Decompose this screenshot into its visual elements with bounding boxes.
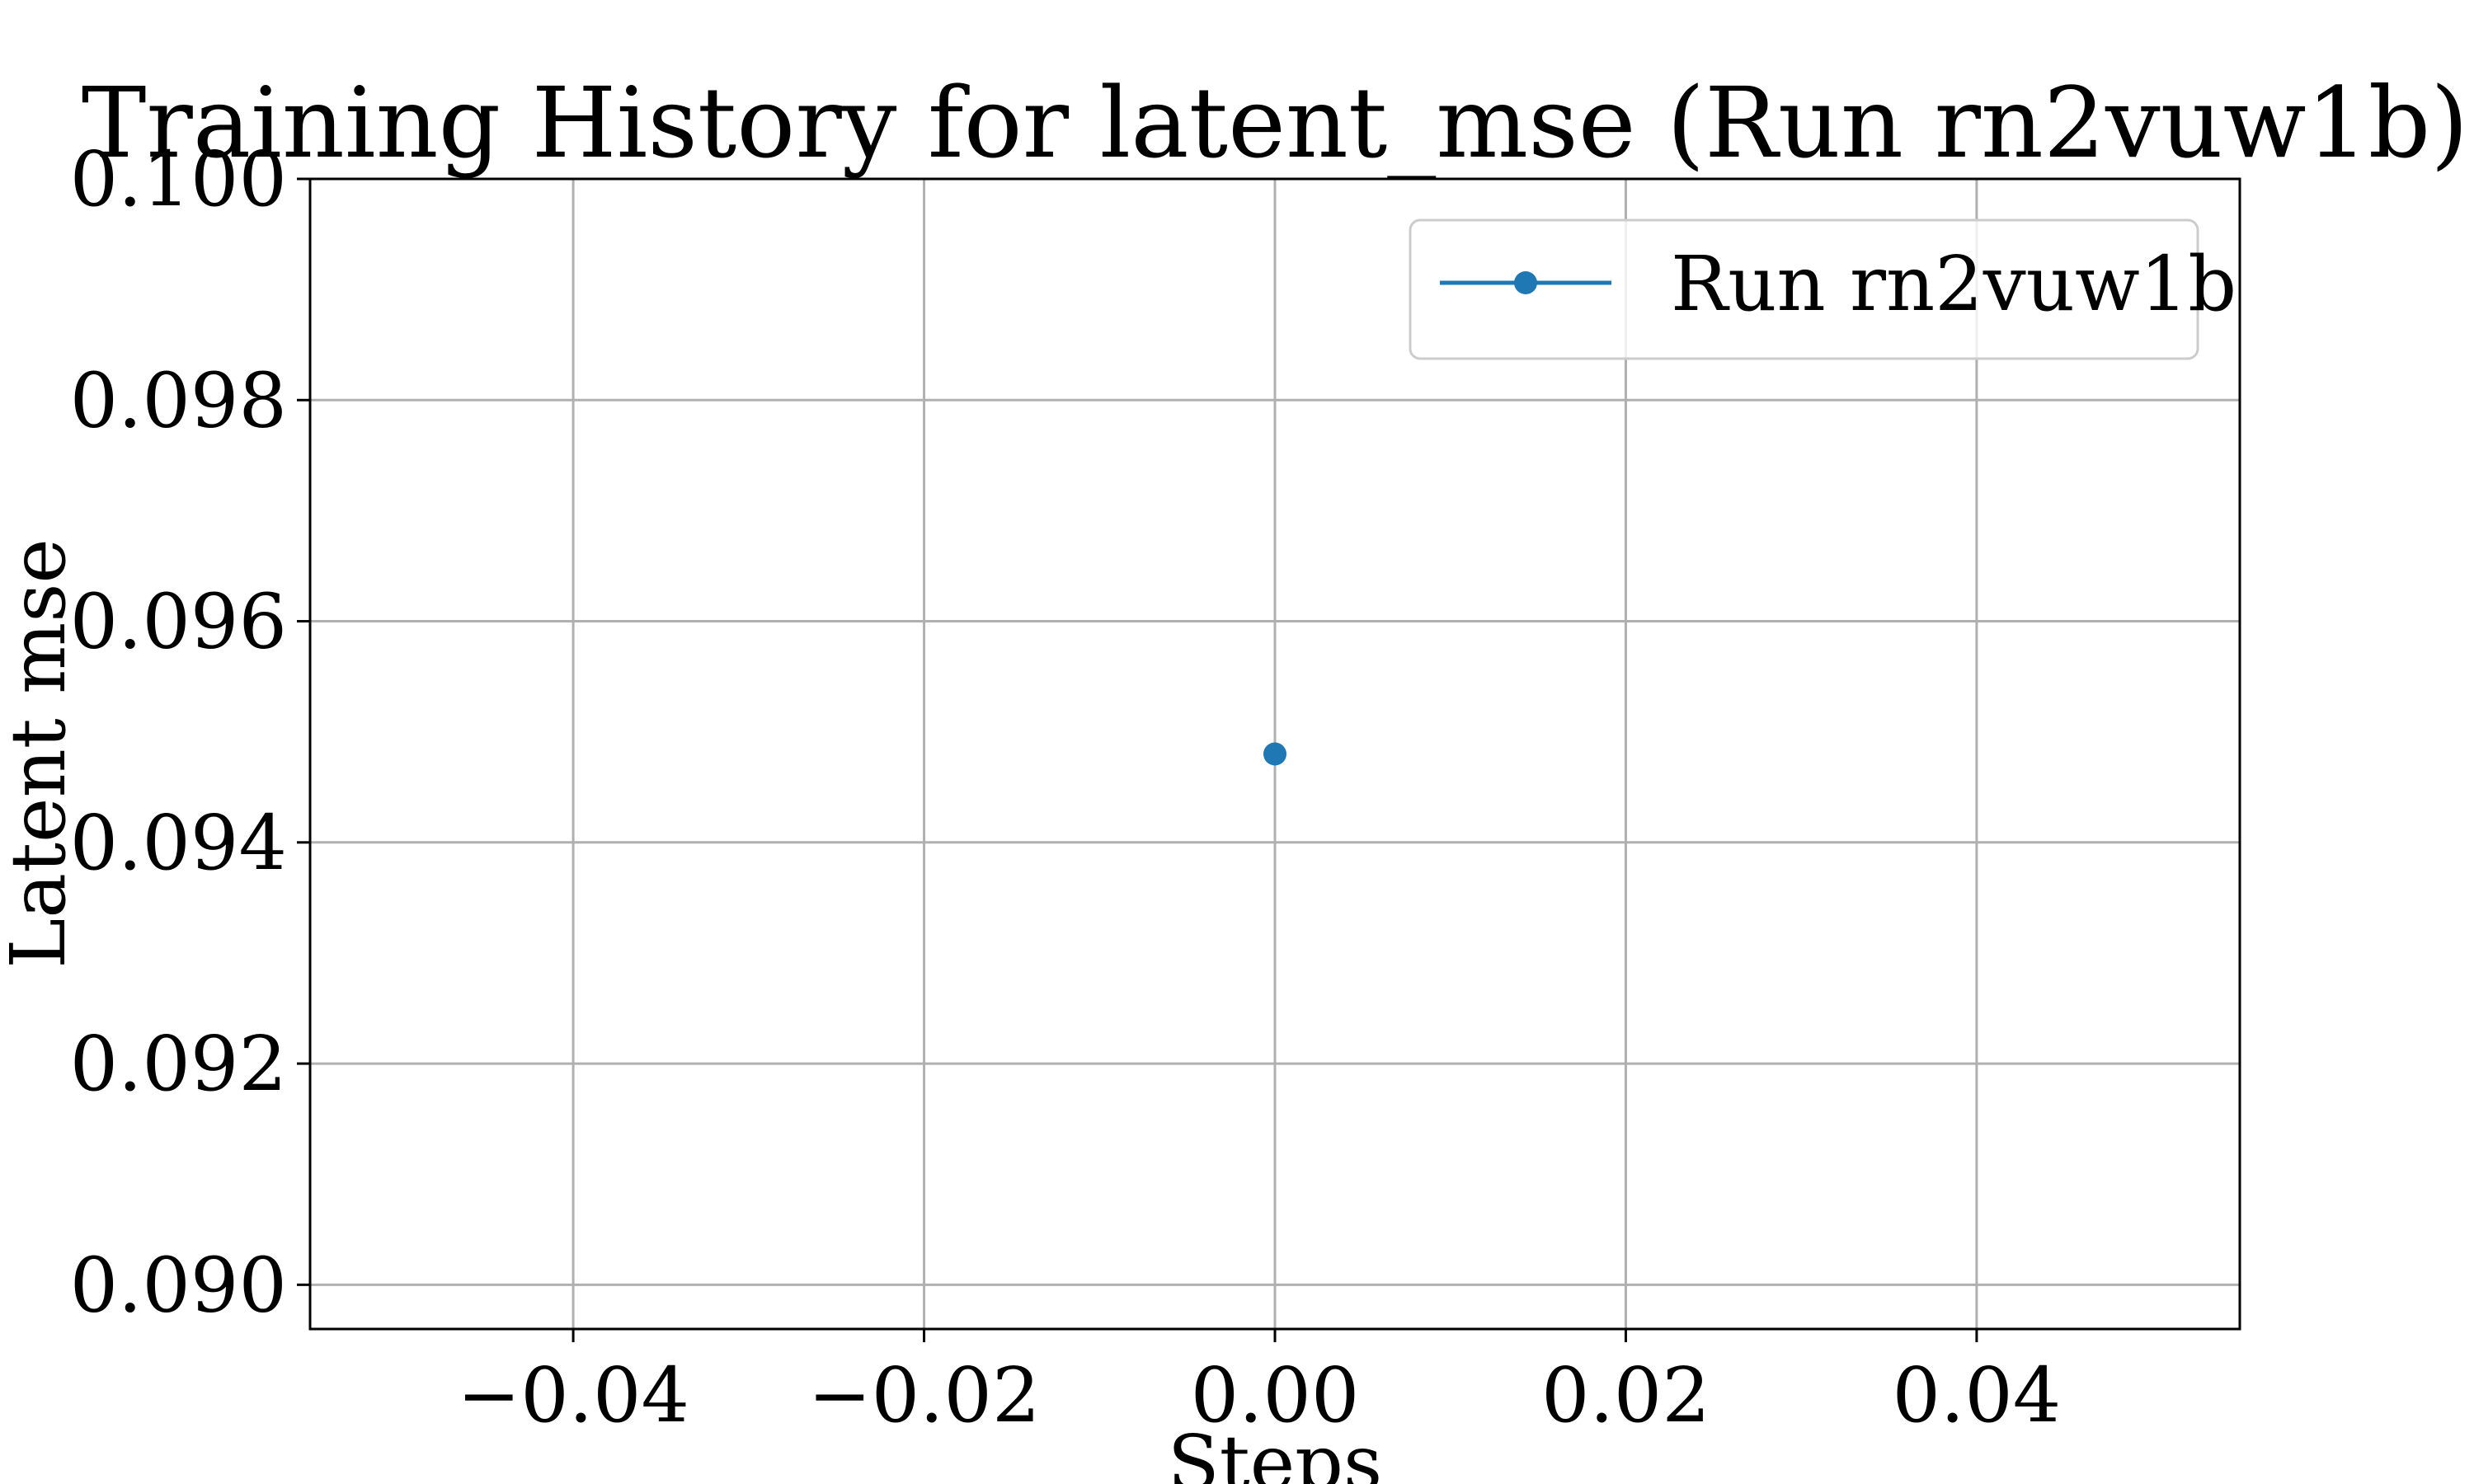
x-tick-label: −0.04: [457, 1351, 689, 1439]
y-axis-label: Latent mse: [0, 538, 82, 969]
y-tick-label: 0.100: [70, 135, 287, 223]
x-tick-label: −0.02: [808, 1351, 1041, 1439]
legend-box: [1409, 218, 2199, 360]
x-tick-label: 0.00: [1191, 1351, 1360, 1439]
series-layer: [1263, 742, 1286, 766]
legend-marker-swatch: [1514, 271, 1537, 294]
ticks: −0.04 −0.02 0.00 0.02 0.04 0.090 0.092 0.094 0.0…: [70, 135, 2062, 1439]
y-tick-label: 0.094: [70, 799, 287, 887]
legend-label: Run rn2vuw1b: [1671, 240, 2236, 328]
x-tick-label: 0.02: [1541, 1351, 1710, 1439]
chart-title: Training History for latent_mse (Run rn2…: [82, 66, 2469, 180]
x-axis-label: Steps: [1168, 1419, 1383, 1484]
legend: Run rn2vuw1b: [1409, 218, 2236, 360]
y-tick-label: 0.090: [70, 1241, 287, 1329]
data-point: [1263, 742, 1286, 766]
y-tick-label: 0.096: [70, 578, 287, 666]
y-tick-label: 0.098: [70, 356, 287, 444]
x-tick-label: 0.04: [1892, 1351, 2061, 1439]
y-tick-label: 0.092: [70, 1020, 287, 1108]
